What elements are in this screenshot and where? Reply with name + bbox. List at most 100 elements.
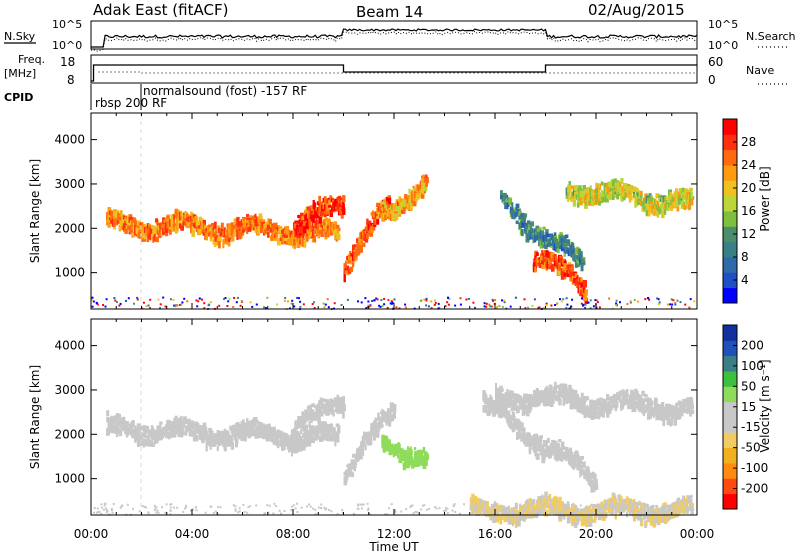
echo-cell bbox=[342, 203, 345, 209]
noise-cell bbox=[297, 297, 300, 300]
echo-cell bbox=[414, 459, 417, 464]
echo-cell bbox=[170, 421, 175, 426]
noise-cell bbox=[514, 296, 517, 299]
echo-cell bbox=[526, 499, 530, 506]
echo-cell bbox=[563, 244, 567, 249]
echo-cell bbox=[580, 470, 584, 476]
echo-cell bbox=[220, 438, 224, 444]
echo-cell bbox=[482, 405, 485, 413]
echo-cell bbox=[553, 440, 558, 446]
echo-cell bbox=[545, 398, 549, 405]
echo-cell bbox=[183, 214, 186, 222]
echo-cell bbox=[185, 419, 188, 424]
echo-cell bbox=[682, 197, 685, 205]
echo-cell bbox=[531, 394, 535, 400]
echo-cell bbox=[628, 401, 632, 407]
cpid-text-2: normalsound (fost) -157 RF bbox=[143, 84, 307, 98]
echo-cell bbox=[153, 227, 157, 234]
noise-cell bbox=[169, 298, 172, 301]
echo-cell bbox=[293, 239, 296, 246]
noise-cell bbox=[380, 299, 383, 301]
echo-cell bbox=[589, 405, 592, 412]
echo-cell bbox=[389, 445, 393, 452]
echo-cell bbox=[209, 444, 212, 450]
echo-cell bbox=[528, 405, 532, 411]
echo-cell bbox=[521, 427, 526, 434]
echo-cell bbox=[663, 201, 666, 209]
colorbar-swatch bbox=[723, 272, 737, 289]
echo-cell bbox=[572, 389, 575, 396]
echo-cell bbox=[117, 427, 120, 432]
echo-cell bbox=[544, 448, 547, 455]
echo-cell bbox=[560, 441, 565, 447]
echo-cell bbox=[157, 427, 161, 435]
echo-cell bbox=[241, 217, 245, 224]
echo-cell bbox=[107, 221, 111, 228]
echo-cell bbox=[310, 425, 313, 431]
echo-cell bbox=[122, 223, 127, 231]
echo-cell bbox=[142, 443, 145, 448]
echo-cell bbox=[152, 236, 155, 243]
echo-cell bbox=[677, 196, 681, 205]
echo-cell bbox=[582, 461, 586, 467]
echo-cell bbox=[190, 220, 193, 227]
echo-cell bbox=[521, 514, 525, 520]
echo-cell bbox=[546, 239, 549, 244]
noise-cell bbox=[580, 297, 583, 300]
echo-cell bbox=[124, 228, 128, 234]
nave-tick-bottom: 0 bbox=[708, 73, 716, 87]
echo-cell bbox=[141, 435, 144, 441]
noise-cell bbox=[648, 298, 651, 301]
echo-cell bbox=[324, 232, 327, 237]
echo-cell bbox=[170, 424, 173, 427]
echo-cell bbox=[174, 227, 179, 234]
echo-cell bbox=[661, 402, 665, 410]
echo-cell bbox=[244, 222, 248, 227]
echo-cell bbox=[241, 427, 244, 435]
echo-cell bbox=[233, 229, 237, 235]
echo-cell bbox=[422, 446, 426, 453]
noise-cell bbox=[183, 297, 186, 300]
echo-cell bbox=[549, 401, 554, 407]
echo-cell bbox=[387, 197, 392, 206]
echo-cell bbox=[176, 223, 179, 231]
noise-cell bbox=[430, 300, 433, 303]
echo-cell bbox=[584, 298, 589, 304]
echo-cell bbox=[509, 516, 512, 522]
echo-cell bbox=[687, 407, 691, 411]
echo-cell bbox=[368, 435, 373, 441]
echo-cell bbox=[495, 409, 498, 415]
noise-cell bbox=[249, 301, 252, 304]
echo-cell bbox=[531, 221, 534, 227]
echo-cell bbox=[670, 194, 674, 200]
echo-cell bbox=[290, 429, 294, 433]
echo-cell bbox=[169, 430, 173, 439]
noise-cell bbox=[488, 303, 491, 306]
echo-cell bbox=[272, 440, 277, 445]
echo-cell bbox=[364, 443, 367, 451]
echo-cell bbox=[576, 278, 579, 285]
echo-cell bbox=[323, 421, 327, 425]
echo-cell bbox=[553, 243, 557, 251]
echo-cell bbox=[317, 221, 321, 227]
echo-cell bbox=[532, 434, 536, 439]
echo-cell bbox=[398, 200, 401, 205]
echo-cell bbox=[486, 409, 490, 414]
echo-cell bbox=[516, 394, 519, 400]
echo-cell bbox=[589, 185, 592, 189]
echo-cell bbox=[399, 453, 403, 459]
echo-cell bbox=[344, 469, 348, 474]
echo-cell bbox=[301, 413, 305, 420]
echo-cell bbox=[159, 422, 162, 430]
echo-cell bbox=[530, 398, 533, 405]
echo-cell bbox=[648, 409, 652, 418]
echo-cell bbox=[191, 421, 195, 427]
echo-cell bbox=[366, 218, 369, 225]
echo-cell bbox=[541, 504, 544, 510]
echo-cell bbox=[318, 205, 321, 209]
echo-cell bbox=[356, 238, 359, 244]
echo-cell bbox=[286, 437, 290, 442]
echo-cell bbox=[346, 464, 349, 468]
echo-cell bbox=[208, 224, 212, 230]
echo-cell bbox=[583, 189, 587, 196]
